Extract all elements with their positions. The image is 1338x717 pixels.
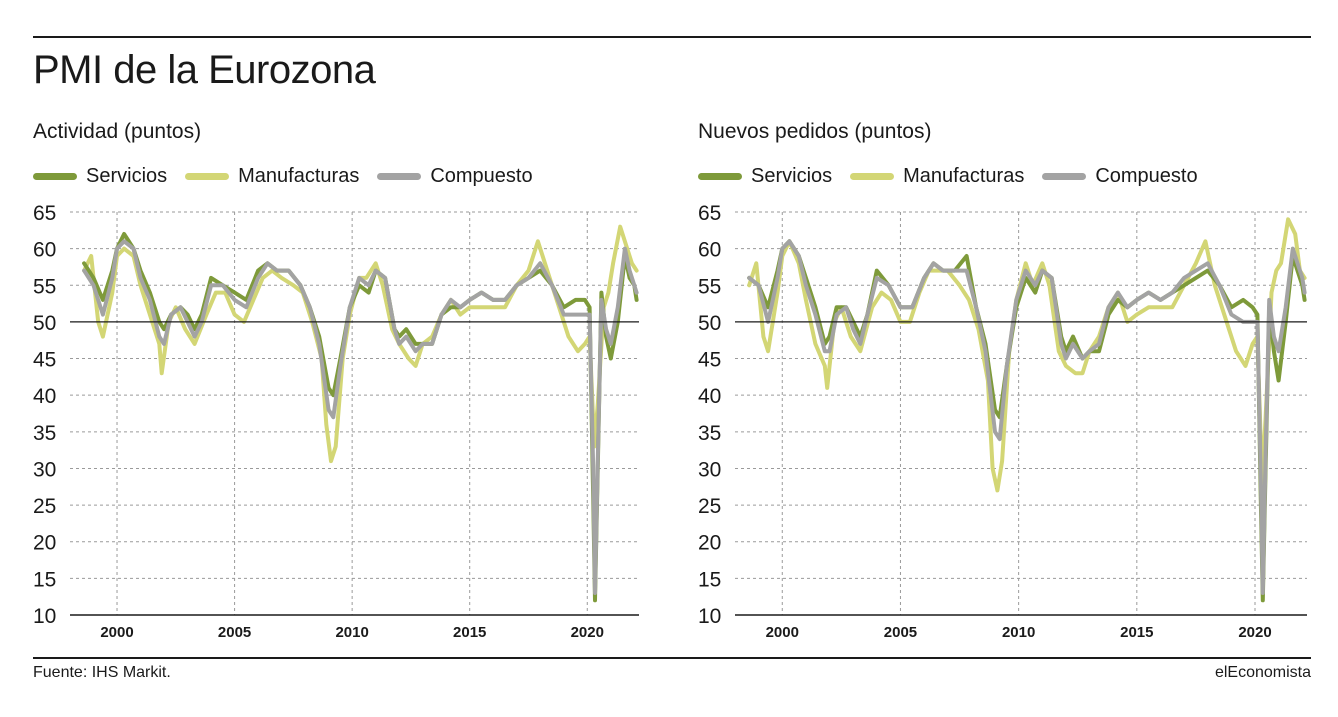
- x-tick-label: 2020: [571, 624, 604, 641]
- series-line-manufacturas: [747, 217, 1307, 493]
- series-line-compuesto: [747, 239, 1307, 595]
- legend-item-compuesto: Compuesto: [377, 165, 533, 188]
- brand-logo: elEconomista: [1214, 664, 1311, 681]
- legend-item-servicios: Servicios: [698, 165, 832, 188]
- x-tick-label: 2015: [453, 624, 486, 641]
- legend-swatch-manufacturas: [850, 173, 895, 180]
- legend-item-compuesto: Compuesto: [1042, 165, 1198, 188]
- x-tick-label: 2010: [335, 624, 368, 641]
- legend-item-manufacturas: Manufacturas: [185, 165, 359, 188]
- chart-title-nuevos-pedidos: Nuevos pedidos (puntos): [698, 120, 932, 143]
- y-tick-label: 35: [33, 422, 56, 445]
- y-tick-label: 60: [698, 239, 721, 262]
- legend-swatch-manufacturas: [185, 173, 230, 180]
- x-tick-label: 2015: [1120, 624, 1153, 641]
- y-tick-label: 20: [698, 532, 721, 555]
- legend-label-compuesto: Compuesto: [1095, 165, 1198, 187]
- legend-actividad: Servicios Manufacturas Compuesto: [33, 165, 551, 188]
- bottom-rule: [33, 657, 1311, 659]
- top-rule: [33, 36, 1311, 38]
- y-tick-label: 50: [33, 312, 56, 335]
- legend-nuevos-pedidos: Servicios Manufacturas Compuesto: [698, 165, 1216, 188]
- y-tick-label: 25: [698, 495, 721, 518]
- legend-swatch-compuesto: [377, 173, 422, 180]
- y-tick-label: 20: [33, 532, 56, 555]
- page-title: PMI de la Eurozona: [33, 48, 376, 92]
- legend-item-servicios: Servicios: [33, 165, 167, 188]
- y-tick-label: 30: [698, 458, 721, 481]
- y-tick-label: 65: [33, 202, 56, 225]
- y-tick-label: 45: [33, 349, 56, 372]
- y-tick-label: 30: [33, 458, 56, 481]
- chart-title-actividad: Actividad (puntos): [33, 120, 202, 143]
- y-tick-label: 45: [698, 349, 721, 372]
- x-tick-label: 2000: [766, 624, 799, 641]
- source-note: Fuente: IHS Markit.: [33, 664, 171, 681]
- legend-swatch-servicios: [33, 173, 77, 180]
- series-line-compuesto: [82, 239, 639, 595]
- x-tick-label: 2005: [884, 624, 917, 641]
- series-line-servicios: [747, 239, 1307, 603]
- x-tick-label: 2005: [218, 624, 251, 641]
- series-line-manufacturas: [82, 224, 639, 464]
- x-tick-label: 2010: [1002, 624, 1035, 641]
- y-tick-label: 55: [33, 275, 56, 298]
- y-tick-label: 55: [698, 275, 721, 298]
- legend-label-compuesto: Compuesto: [430, 165, 533, 187]
- x-tick-label: 2020: [1238, 624, 1271, 641]
- legend-swatch-servicios: [698, 173, 742, 180]
- y-tick-label: 10: [33, 605, 56, 628]
- legend-label-manufacturas: Manufacturas: [238, 165, 360, 187]
- x-tick-label: 2000: [100, 624, 133, 641]
- y-tick-label: 40: [698, 385, 721, 408]
- y-tick-label: 40: [33, 385, 56, 408]
- y-tick-label: 15: [698, 568, 721, 591]
- y-tick-label: 65: [698, 202, 721, 225]
- y-tick-label: 35: [698, 422, 721, 445]
- legend-label-manufacturas: Manufacturas: [903, 165, 1025, 187]
- y-tick-label: 25: [33, 495, 56, 518]
- legend-swatch-compuesto: [1042, 173, 1087, 180]
- y-tick-label: 15: [33, 568, 56, 591]
- legend-item-manufacturas: Manufacturas: [850, 165, 1024, 188]
- y-tick-label: 60: [33, 239, 56, 262]
- legend-label-servicios: Servicios: [751, 165, 833, 187]
- y-tick-label: 10: [698, 605, 721, 628]
- y-tick-label: 50: [698, 312, 721, 335]
- legend-label-servicios: Servicios: [86, 165, 168, 187]
